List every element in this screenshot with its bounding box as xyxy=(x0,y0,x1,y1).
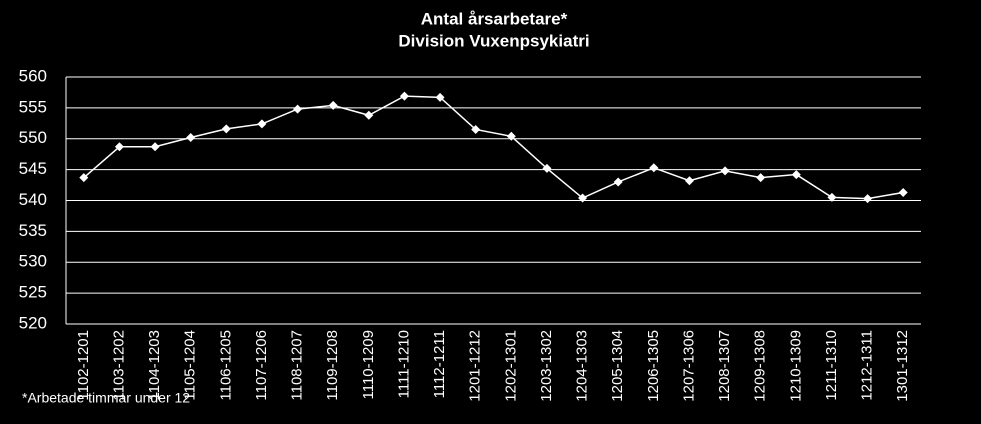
x-tick-label: 1106-1205 xyxy=(217,330,234,401)
marker xyxy=(221,124,231,134)
y-tick-label: 550 xyxy=(19,128,47,147)
marker xyxy=(293,104,303,114)
marker xyxy=(898,187,908,197)
footnote: *Arbetade timmar under 12 xyxy=(22,390,190,406)
x-tick-label: 1301-1312 xyxy=(894,330,911,402)
marker xyxy=(435,92,445,102)
x-tick-label: 1205-1304 xyxy=(609,330,626,402)
x-tick-label: 1209-1308 xyxy=(752,330,769,402)
marker xyxy=(827,192,837,202)
marker xyxy=(328,100,338,110)
x-tick-label: 1206-1305 xyxy=(645,330,662,402)
x-tick-label: 1104-1203 xyxy=(146,330,163,401)
chart-subtitle: Division Vuxenpsykiatri xyxy=(398,31,589,50)
marker xyxy=(720,166,730,176)
x-tick-label: 1105-1204 xyxy=(182,330,199,401)
x-tick-label: 1102-1201 xyxy=(75,330,92,401)
x-tick-label: 1112-1211 xyxy=(431,330,448,398)
marker xyxy=(613,177,623,187)
marker xyxy=(542,163,552,173)
y-tick-label: 540 xyxy=(19,190,47,209)
x-tick-label: 1208-1307 xyxy=(716,330,733,402)
x-tick-label: 1207-1306 xyxy=(680,330,697,402)
marker xyxy=(399,91,409,101)
x-tick-label: 1107-1206 xyxy=(253,330,270,401)
x-tick-label: 1202-1301 xyxy=(502,330,519,402)
marker xyxy=(79,173,89,183)
marker xyxy=(364,110,374,120)
marker xyxy=(684,176,694,186)
chart-title: Antal årsarbetare* xyxy=(421,9,568,28)
x-tick-label: 1203-1302 xyxy=(538,330,555,402)
marker xyxy=(578,193,588,203)
x-tick-label: 1201-1212 xyxy=(467,330,484,402)
x-tick-label: 1211-1310 xyxy=(823,330,840,401)
y-tick-label: 520 xyxy=(19,313,47,332)
x-tick-label: 1110-1209 xyxy=(360,330,377,400)
x-tick-label: 1111-1210 xyxy=(395,330,412,398)
x-tick-label: 1212-1311 xyxy=(859,330,876,401)
marker xyxy=(791,170,801,180)
marker xyxy=(506,131,516,141)
y-tick-label: 555 xyxy=(19,97,47,116)
line xyxy=(83,95,904,200)
x-tick-label: 1210-1309 xyxy=(787,330,804,402)
marker xyxy=(471,124,481,134)
x-tick-label: 1109-1208 xyxy=(324,330,341,401)
y-tick-label: 525 xyxy=(19,283,47,302)
x-tick-label: 1108-1207 xyxy=(289,330,306,401)
y-tick-label: 545 xyxy=(19,159,47,178)
x-tick-label: 1103-1202 xyxy=(110,330,127,401)
y-tick-label: 535 xyxy=(19,221,47,240)
marker xyxy=(756,173,766,183)
x-tick-label: 1204-1303 xyxy=(574,330,591,402)
marker xyxy=(150,142,160,152)
marker xyxy=(257,119,267,129)
marker xyxy=(186,133,196,143)
y-tick-label: 530 xyxy=(19,252,47,271)
marker xyxy=(863,194,873,204)
y-tick-label: 560 xyxy=(19,66,47,85)
marker xyxy=(114,142,124,152)
marker xyxy=(649,163,659,173)
